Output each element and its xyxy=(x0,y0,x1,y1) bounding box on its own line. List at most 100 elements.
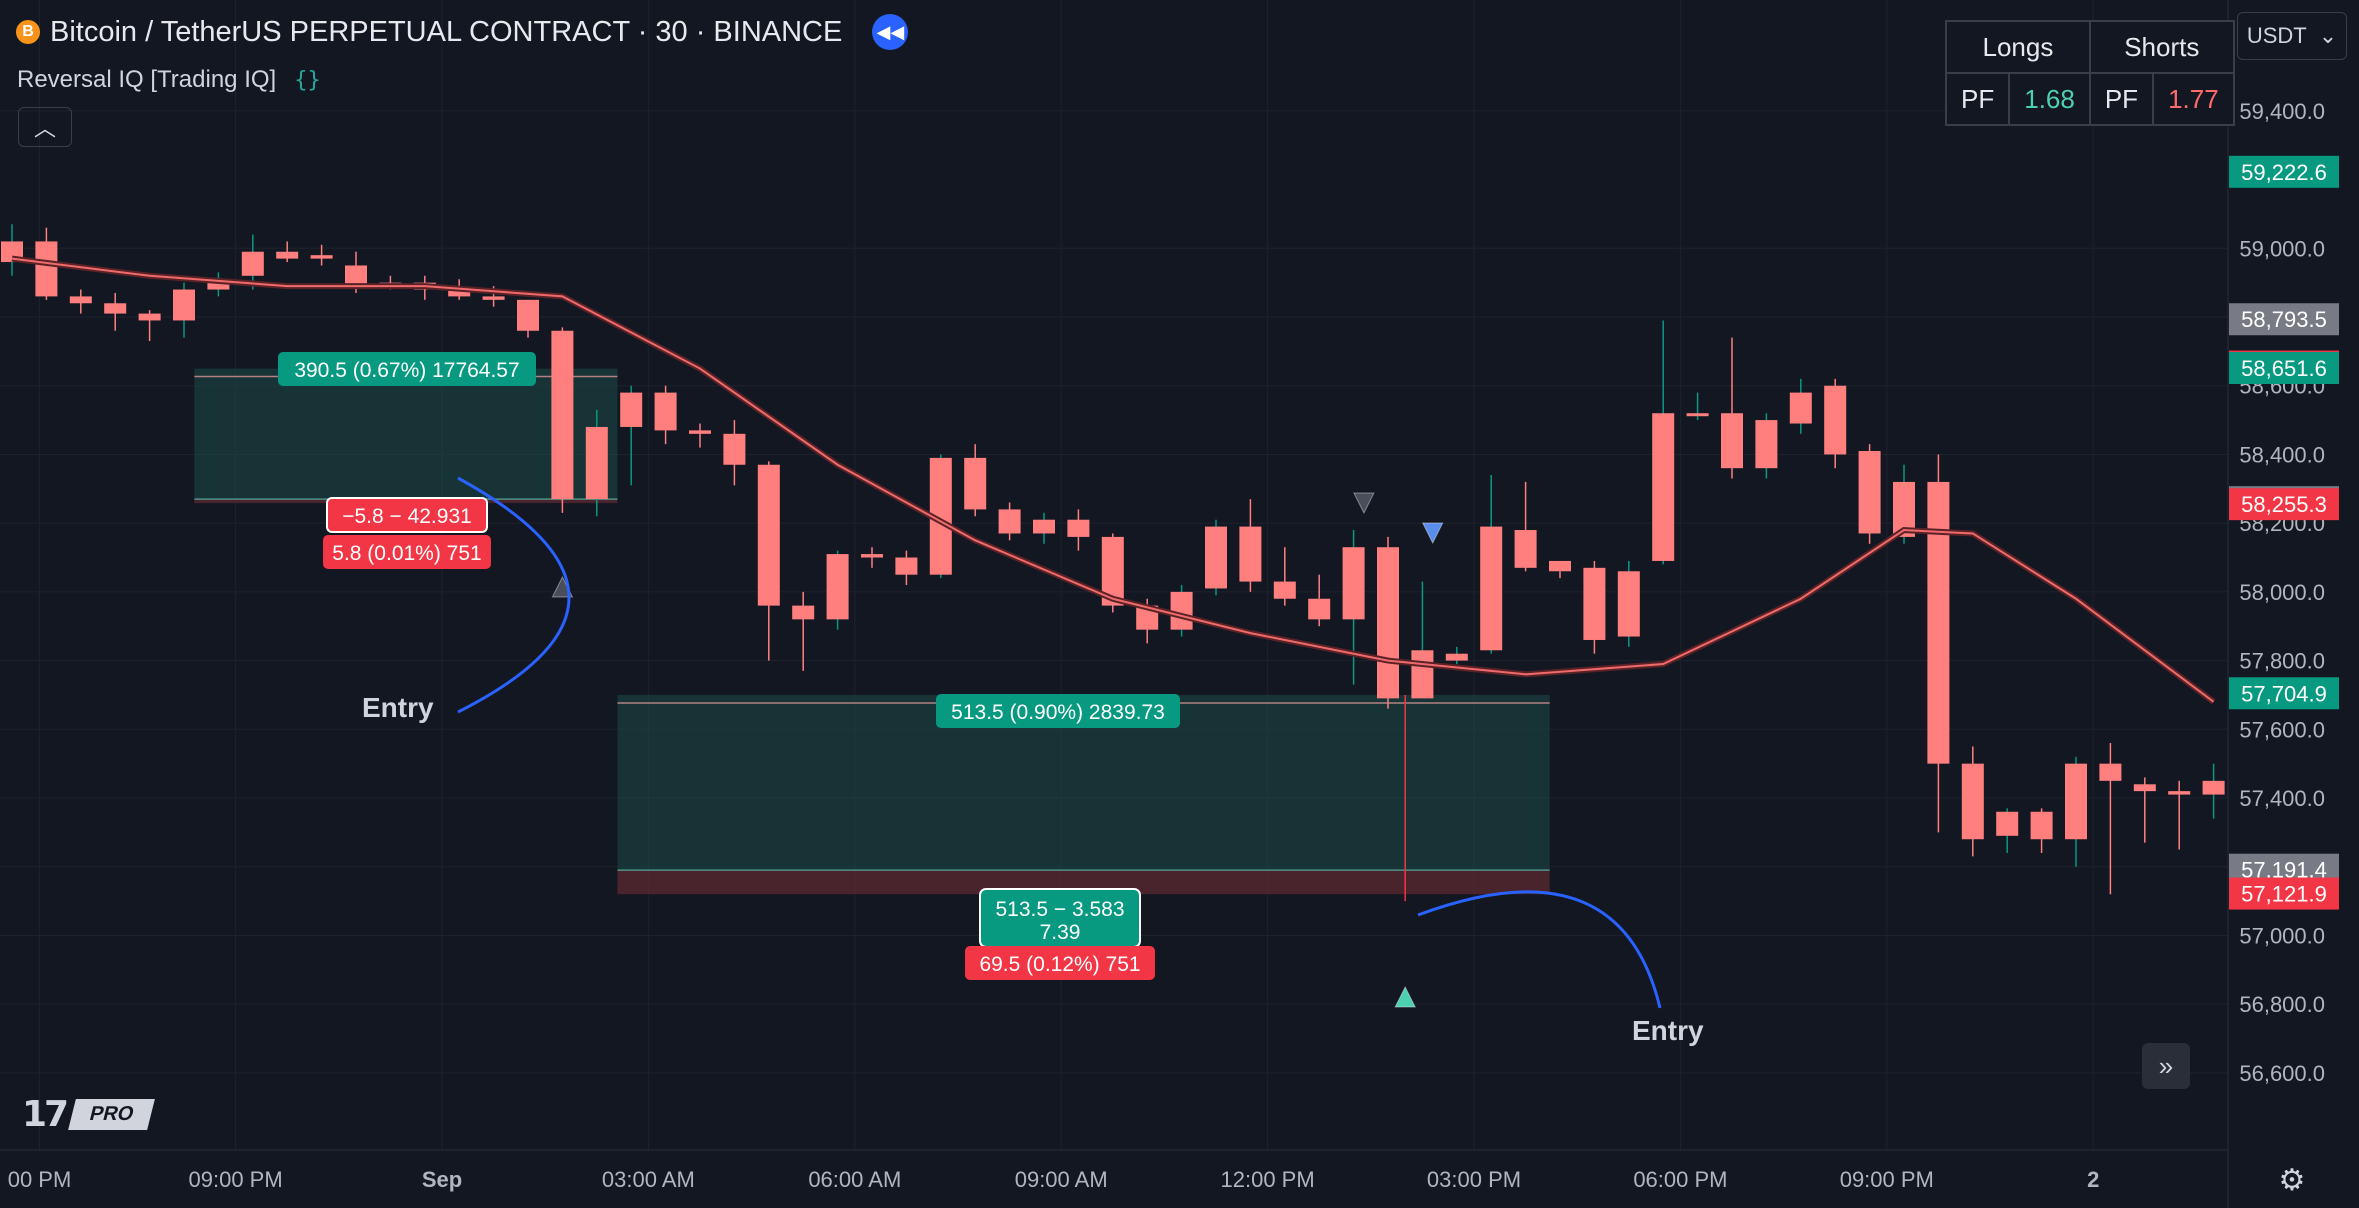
price-tag-text: 59,222.6 xyxy=(2241,160,2327,185)
indicator-name[interactable]: Reversal IQ [Trading IQ] xyxy=(17,66,277,93)
price-tag: 57,121.9 xyxy=(2229,877,2339,910)
candle-body xyxy=(929,457,952,575)
longs-header: Longs xyxy=(1945,20,2091,74)
entry-annotation-2: Entry xyxy=(1632,1015,1704,1046)
double-chevron-right-icon: » xyxy=(2158,1050,2174,1081)
tradingview-mark: 17 xyxy=(22,1094,69,1135)
shorts-header: Shorts xyxy=(2088,20,2235,74)
candle-body xyxy=(517,299,539,331)
time-tick-label: 06:00 PM xyxy=(1633,1167,1727,1192)
entry-arrow-1 xyxy=(457,476,571,714)
time-tick-label: 03:00 AM xyxy=(602,1167,695,1192)
candle-body xyxy=(35,241,58,297)
signal-down-arrow-icon xyxy=(1353,492,1375,515)
price-tag-bg xyxy=(2229,877,2339,910)
candle-body xyxy=(1342,547,1365,620)
time-tick-label: 09:00 PM xyxy=(1840,1167,1934,1192)
time-tick-label: 09:00 PM xyxy=(189,1167,283,1192)
candle-body xyxy=(1789,392,1812,424)
price-tag: 57,704.9 xyxy=(2229,677,2339,710)
candle-body xyxy=(276,251,299,259)
candle-body xyxy=(2065,763,2087,840)
candle-body xyxy=(1893,481,1915,537)
price-tick-label: 57,400.0 xyxy=(2239,786,2325,811)
price-tag-bg xyxy=(2229,488,2339,521)
trade-1-entry-label: −5.8 − 42.931 xyxy=(326,497,488,533)
candle-body xyxy=(1721,413,1743,469)
candle-body xyxy=(689,430,711,434)
currency-selector[interactable]: USDT ⌄ xyxy=(2237,12,2347,60)
candle-body xyxy=(2099,763,2122,781)
candle-body xyxy=(1514,530,1537,568)
candle-body xyxy=(1377,547,1399,699)
candle-body xyxy=(310,255,333,259)
trade-1-entry-label-bg xyxy=(326,497,488,533)
candle-body xyxy=(1652,413,1675,561)
trade-profit-zone xyxy=(194,368,618,500)
candle-body xyxy=(207,279,230,290)
ma-line xyxy=(11,257,2215,703)
candle-body xyxy=(1445,653,1468,661)
candle-body xyxy=(1583,567,1606,640)
rewind-icon[interactable]: ◀◀ xyxy=(872,14,909,50)
trade-1-profit-label: 390.5 (0.67%) 17764.57 xyxy=(278,352,536,386)
candle-body xyxy=(104,303,127,314)
price-tick-label: 58,400.0 xyxy=(2239,442,2325,467)
price-tag-text: 58,255.3 xyxy=(2241,492,2327,517)
candle-body xyxy=(654,392,677,431)
time-tick-label: 09:00 AM xyxy=(1015,1167,1108,1192)
trade-1-loss-label-bg xyxy=(323,535,491,569)
pro-badge: PRO xyxy=(68,1099,156,1130)
time-tick-label: Sep xyxy=(422,1167,462,1192)
scroll-to-realtime-button[interactable]: » xyxy=(2142,1043,2190,1089)
collapse-legend-button[interactable]: ︿ xyxy=(18,107,72,147)
shorts-pf-label: PF xyxy=(2088,72,2155,126)
price-tag-bg xyxy=(2229,155,2339,188)
tradingview-logo[interactable]: 17 PRO xyxy=(22,1094,156,1135)
price-tag-text: 57,704.9 xyxy=(2241,681,2327,706)
trade-1-entry-label-text: −5.8 − 42.931 xyxy=(342,505,472,528)
candle-body xyxy=(1617,571,1640,637)
signal-down-arrow-icon xyxy=(1421,522,1444,545)
longs-pf-value: 1.68 xyxy=(2008,72,2091,126)
candle-body xyxy=(1927,481,1950,764)
time-tick-label: 06:00 AM xyxy=(808,1167,901,1192)
candle-body xyxy=(585,426,608,500)
signal-up-arrow-icon xyxy=(1394,985,1417,1008)
price-tag-bg xyxy=(2229,677,2339,710)
price-tick-label: 57,600.0 xyxy=(2239,717,2325,742)
candle-body xyxy=(757,464,780,606)
candle-body xyxy=(241,251,264,276)
entry-arrow-2 xyxy=(1417,890,1662,1009)
chevron-down-icon: ⌄ xyxy=(2318,23,2338,48)
price-tag-text: 58,651.6 xyxy=(2241,356,2327,381)
candle-body xyxy=(69,296,92,304)
trade-1-profit-label-bg xyxy=(278,352,536,386)
symbol-title[interactable]: Bitcoin / TetherUS PERPETUAL CONTRACT · … xyxy=(50,15,843,48)
trade-2-loss-label-text: 69.5 (0.12%) 751 xyxy=(979,953,1140,976)
price-tag: 59,222.6 xyxy=(2229,155,2339,188)
trade-2-entry-label-line2: 7.39 xyxy=(1040,921,1081,944)
price-tick-label: 59,000.0 xyxy=(2239,236,2325,261)
candle-body xyxy=(1996,811,2019,836)
time-tick-label: 00 PM xyxy=(8,1167,72,1192)
trade-2-loss-label-bg xyxy=(965,946,1155,980)
candle-body xyxy=(1308,598,1331,620)
candle-body xyxy=(1205,526,1227,589)
candle-body xyxy=(1824,385,1847,455)
candle-body xyxy=(1755,420,1778,469)
source-code-icon[interactable]: {} xyxy=(294,67,321,93)
price-tick-label: 59,400.0 xyxy=(2239,99,2325,124)
candle-body xyxy=(792,605,815,620)
profit-factor-table: Longs Shorts PF 1.68 PF 1.77 xyxy=(1944,20,2235,126)
gear-icon[interactable]: ⚙ xyxy=(2278,1163,2306,1197)
candle-body xyxy=(1033,519,1055,534)
trade-1-loss-label: 5.8 (0.01%) 751 xyxy=(323,535,491,569)
time-tick-label: 12:00 PM xyxy=(1221,1167,1315,1192)
candle-body xyxy=(861,554,883,558)
candle-body xyxy=(1686,413,1709,417)
indicator-legend[interactable]: Reversal IQ [Trading IQ] {} xyxy=(17,66,321,94)
time-tick-label: 2 xyxy=(2087,1167,2099,1192)
price-tag-text: 57,121.9 xyxy=(2241,882,2327,907)
